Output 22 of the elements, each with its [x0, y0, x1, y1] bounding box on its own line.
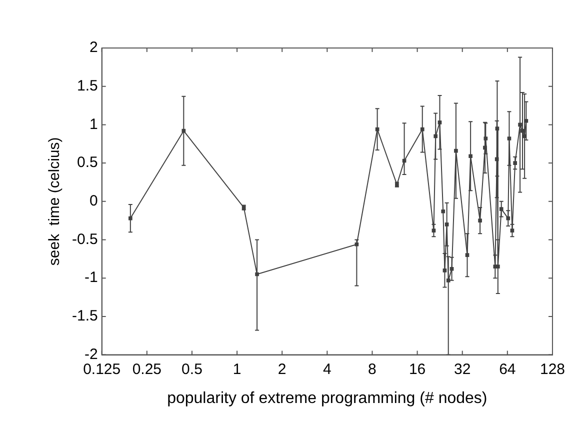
x-tick-label: 1	[232, 360, 242, 378]
y-tick-label: -2	[84, 346, 98, 363]
x-tick-label: 4	[322, 360, 332, 378]
x-tick-label: 0.5	[182, 360, 202, 378]
y-tick-label: -1	[84, 269, 98, 286]
x-axis-title: popularity of extreme programming (# nodes)	[167, 390, 488, 407]
y-tick-label: 2	[90, 39, 98, 56]
y-tick-label: -0.5	[72, 230, 98, 248]
y-tick-label: 1	[90, 116, 98, 133]
y-tick-label: 0	[90, 192, 98, 210]
x-tick-label: 2	[278, 360, 286, 378]
y-tick-label: 1.5	[76, 77, 98, 94]
x-tick-label: 128	[540, 360, 565, 378]
x-tick-label: 32	[454, 360, 471, 378]
x-tick-label: 64	[499, 360, 516, 378]
x-tick-label: 8	[368, 360, 376, 378]
y-tick-label: -1.5	[72, 308, 98, 325]
y-tick-label: 0.5	[76, 154, 98, 172]
x-tick-label: 16	[408, 360, 426, 378]
y-axis-title: seek time (celcius)	[46, 137, 64, 266]
x-tick-label: 0.25	[132, 360, 162, 378]
x-tick-label: 0.125	[83, 360, 121, 378]
